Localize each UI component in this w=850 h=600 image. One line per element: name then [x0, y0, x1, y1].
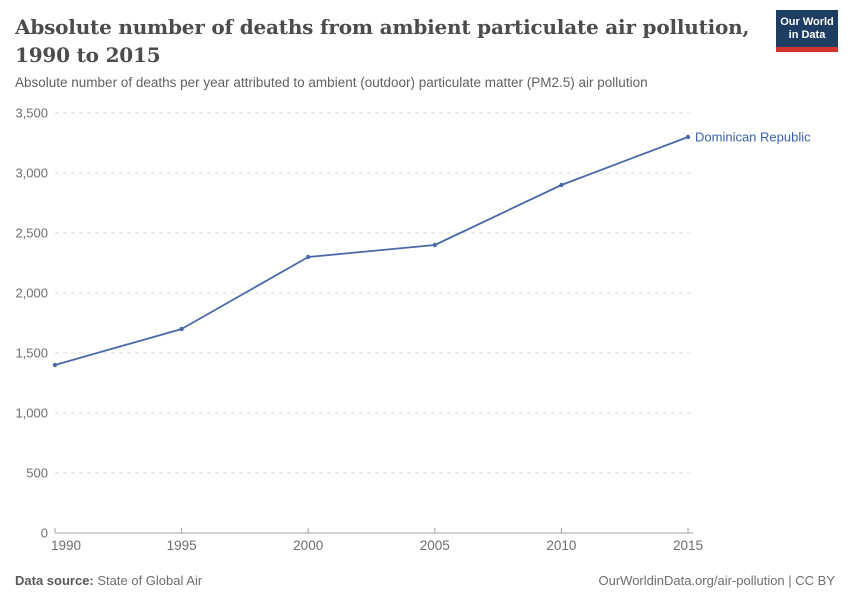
owid-logo-line2: in Data	[788, 29, 826, 41]
attribution-link[interactable]: OurWorldinData.org/air-pollution | CC BY	[598, 573, 835, 588]
data-source: Data source: State of Global Air	[15, 573, 202, 588]
x-tick-label: 1990	[51, 538, 81, 553]
x-tick-label: 1995	[167, 538, 197, 553]
y-tick-label: 3,500	[15, 106, 48, 121]
data-point[interactable]	[52, 362, 58, 368]
y-tick-label: 1,500	[15, 346, 48, 361]
line-chart[interactable]: 0 500 1,000 1,500 2,000 2,500 3,000 3,500 1990 19…	[0, 100, 850, 560]
data-point[interactable]	[179, 326, 184, 332]
data-point[interactable]	[306, 254, 311, 260]
owid-logo-line1: Our World	[780, 16, 834, 28]
page-title: Absolute number of deaths from ambient p…	[15, 13, 755, 69]
page-title-line1: Absolute number of deaths from ambient p…	[15, 15, 750, 39]
data-point[interactable]	[559, 182, 564, 188]
chart-footer: Data source: State of Global Air OurWorl…	[15, 573, 835, 588]
page-title-line2: 1990 to 2015	[15, 43, 161, 67]
owid-logo[interactable]: Our World in Data	[776, 10, 838, 52]
x-tick-label: 2000	[293, 538, 323, 553]
y-tick-label: 0	[41, 526, 48, 541]
chart-subtitle: Absolute number of deaths per year attri…	[15, 75, 648, 90]
y-tick-label: 3,000	[15, 166, 48, 181]
y-tick-label: 1,000	[15, 406, 48, 421]
data-point[interactable]	[685, 134, 691, 140]
x-tick-label: 2005	[420, 538, 450, 553]
y-tick-label: 2,000	[15, 286, 48, 301]
data-source-value: State of Global Air	[97, 573, 203, 588]
y-tick-label: 500	[26, 466, 48, 481]
y-tick-label: 2,500	[15, 226, 48, 241]
data-point[interactable]	[432, 242, 437, 248]
series-line[interactable]	[54, 136, 689, 366]
entity-label[interactable]: Dominican Republic	[695, 130, 811, 145]
x-tick-label: 2015	[673, 538, 703, 553]
x-tick-label: 2010	[546, 538, 576, 553]
data-source-label: Data source:	[15, 573, 94, 588]
